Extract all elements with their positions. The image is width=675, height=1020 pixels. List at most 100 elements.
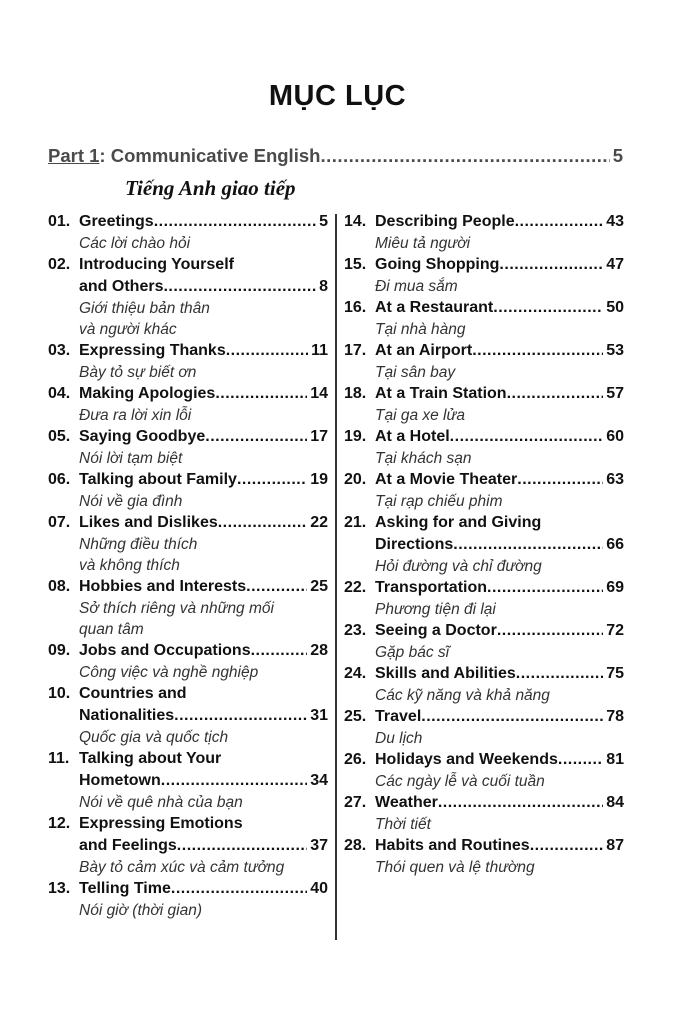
entry-title-line: 06. Talking about Family 19	[48, 469, 328, 491]
entry-number: 18.	[344, 385, 367, 402]
entry-number: 05.	[48, 428, 71, 445]
entry-page: 17	[310, 428, 328, 445]
toc-entry[interactable]: 09. Jobs and Occupations 28 Công việc và n…	[48, 640, 328, 683]
entry-number: 22.	[344, 579, 367, 596]
toc-entry[interactable]: 22. Transportation 69 Phương tiện đi lại	[344, 577, 624, 620]
toc-entry[interactable]: 13. Telling Time 40 Nói giờ (thời gian)	[48, 878, 328, 921]
toc-entry[interactable]: 17. At an Airport 53 Tại sân bay	[344, 340, 624, 383]
dot-leader	[472, 340, 603, 362]
entry-translation: Hỏi đường và chỉ đường	[375, 558, 542, 575]
toc-entry[interactable]: 08. Hobbies and Interests 25 Sở thích riêng…	[48, 576, 328, 640]
toc-entry[interactable]: 21. Asking for and Giving Directions 66 Hỏi…	[344, 512, 624, 577]
entry-title-line: 05. Saying Goodbye 17	[48, 426, 328, 448]
entry-title-line: 14. Describing People 43	[344, 211, 624, 233]
entry-title-line: 09. Jobs and Occupations 28	[48, 640, 328, 662]
part-heading[interactable]: Part 1 : Communicative English 5	[48, 145, 623, 167]
toc-entry[interactable]: 02. Introducing Yourself and Others 8 Giới t…	[48, 254, 328, 340]
toc-entry[interactable]: 10. Countries and Nationalities 31 Quốc gia…	[48, 683, 328, 748]
entry-title: Hobbies and Interests	[79, 578, 247, 595]
entry-title: Making Apologies	[79, 385, 216, 402]
entry-indent	[48, 770, 79, 792]
entry-title-line: 26. Holidays and Weekends 81	[344, 749, 624, 771]
entry-translation: Gặp bác sĩ	[375, 644, 450, 661]
entry-number: 27.	[344, 794, 367, 811]
column-divider	[335, 214, 337, 940]
toc-entry[interactable]: 28. Habits and Routines 87 Thói quen và lệ …	[344, 835, 624, 878]
entry-translation: Du lịch	[375, 730, 423, 747]
entry-page: 25	[310, 578, 328, 595]
entry-number: 14.	[344, 213, 367, 230]
dot-leader	[251, 640, 308, 662]
entry-title-line: 11. Talking about Your	[48, 748, 328, 770]
dot-leader	[215, 383, 307, 405]
entry-title: At an Airport	[375, 342, 473, 359]
dot-leader	[453, 534, 603, 556]
toc-entry[interactable]: 19. At a Hotel 60 Tại khách sạn	[344, 426, 624, 469]
toc-entry[interactable]: 23. Seeing a Doctor 72 Gặp bác sĩ	[344, 620, 624, 663]
entry-number: 10.	[48, 685, 71, 702]
toc-entry[interactable]: 25. Travel 78 Du lịch	[344, 706, 624, 749]
toc-entry[interactable]: 11. Talking about Your Hometown 34 Nói về qu…	[48, 748, 328, 813]
entry-title: At a Train Station	[375, 385, 507, 402]
dot-leader	[487, 577, 603, 599]
entry-page: 11	[311, 342, 328, 359]
toc-entry[interactable]: 03. Expressing Thanks 11 Bày tỏ sự biết ơn	[48, 340, 328, 383]
entry-title-line: 16. At a Restaurant 50	[344, 297, 624, 319]
entry-number: 04.	[48, 385, 71, 402]
entry-page: 66	[606, 536, 624, 553]
dot-leader	[226, 340, 308, 362]
toc-entry[interactable]: 24. Skills and Abilities 75 Các kỹ năng và …	[344, 663, 624, 706]
entry-indent	[48, 705, 79, 727]
entry-number: 15.	[344, 256, 367, 273]
toc-entry[interactable]: 01. Greetings 5 Các lời chào hỏi	[48, 211, 328, 254]
dot-leader	[171, 878, 307, 900]
toc-entry[interactable]: 15. Going Shopping 47 Đi mua sắm	[344, 254, 624, 297]
entry-page: 28	[310, 642, 328, 659]
toc-entry[interactable]: 06. Talking about Family 19 Nói về gia đình	[48, 469, 328, 512]
entry-page: 57	[606, 385, 624, 402]
toc-entry[interactable]: 16. At a Restaurant 50 Tại nhà hàng	[344, 297, 624, 340]
entry-translation: Miêu tả người	[375, 235, 471, 252]
entry-page: 43	[606, 213, 624, 230]
entry-page: 37	[310, 837, 328, 854]
entry-number: 21.	[344, 514, 367, 531]
entry-title: and Feelings	[79, 837, 177, 854]
entry-translation: Giới thiệu bản thân	[79, 300, 210, 317]
entry-translation: Đưa ra lời xin lỗi	[79, 407, 192, 424]
toc-entry[interactable]: 18. At a Train Station 57 Tại ga xe lửa	[344, 383, 624, 426]
entry-title-line: 13. Telling Time 40	[48, 878, 328, 900]
entry-translation: Bày tỏ cảm xúc và cảm tưởng	[79, 859, 285, 876]
toc-entry[interactable]: 07. Likes and Dislikes 22 Những điều thích…	[48, 512, 328, 576]
toc-entry[interactable]: 26. Holidays and Weekends 81 Các ngày lễ v…	[344, 749, 624, 792]
entry-title-line: 19. At a Hotel 60	[344, 426, 624, 448]
dot-leader	[507, 383, 604, 405]
toc-entry[interactable]: 04. Making Apologies 14 Đưa ra lời xin lỗi	[48, 383, 328, 426]
toc-entry[interactable]: 20. At a Movie Theater 63 Tại rạp chiếu phi…	[344, 469, 624, 512]
dot-leader	[530, 835, 604, 857]
toc-entry[interactable]: 14. Describing People 43 Miêu tả người	[344, 211, 624, 254]
entry-translation: Bày tỏ sự biết ơn	[79, 364, 197, 381]
entry-number: 03.	[48, 342, 71, 359]
entry-page: 8	[319, 278, 328, 295]
dot-leader	[515, 211, 604, 233]
entry-translation: và người khác	[79, 321, 177, 338]
toc-entry[interactable]: 12. Expressing Emotions and Feelings 37 Bày …	[48, 813, 328, 878]
entry-title: Hometown	[79, 772, 161, 789]
entry-number: 26.	[344, 751, 367, 768]
dot-leader	[154, 211, 316, 233]
entry-number: 13.	[48, 880, 71, 897]
entry-title-line: 01. Greetings 5	[48, 211, 328, 233]
entry-indent	[48, 276, 79, 298]
entry-title: Weather	[375, 794, 438, 811]
entry-translation: Các lời chào hỏi	[79, 235, 191, 252]
entry-title-line: 15. Going Shopping 47	[344, 254, 624, 276]
entry-translation: Những điều thích	[79, 536, 198, 553]
dot-leader	[161, 770, 307, 792]
toc-entry[interactable]: 05. Saying Goodbye 17 Nói lời tạm biệt	[48, 426, 328, 469]
dot-leader	[558, 749, 603, 771]
entry-page: 34	[310, 772, 328, 789]
dot-leader	[237, 469, 307, 491]
entry-page: 63	[606, 471, 624, 488]
toc-entry[interactable]: 27. Weather 84 Thời tiết	[344, 792, 624, 835]
entry-translation: Tại khách sạn	[375, 450, 472, 467]
